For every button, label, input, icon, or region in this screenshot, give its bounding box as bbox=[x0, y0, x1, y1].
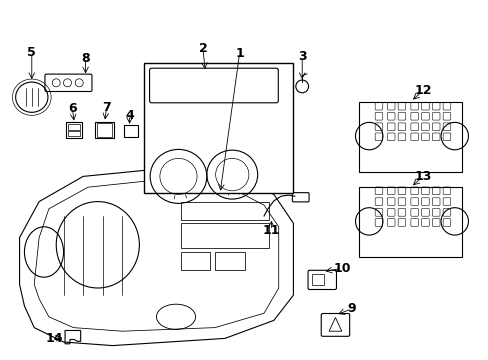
Text: 3: 3 bbox=[297, 50, 306, 63]
Text: 13: 13 bbox=[413, 170, 431, 183]
Text: 11: 11 bbox=[262, 224, 280, 237]
Bar bbox=[215, 252, 244, 270]
Text: 6: 6 bbox=[68, 102, 77, 114]
Bar bbox=[68, 124, 80, 130]
Text: 12: 12 bbox=[413, 84, 431, 97]
Text: 14: 14 bbox=[46, 332, 63, 345]
Bar bbox=[66, 122, 82, 138]
Text: 7: 7 bbox=[102, 101, 111, 114]
Text: 4: 4 bbox=[125, 109, 134, 122]
Text: 8: 8 bbox=[81, 52, 90, 65]
Text: 10: 10 bbox=[333, 262, 350, 275]
Bar bbox=[311, 274, 323, 285]
Bar bbox=[97, 123, 112, 137]
Bar bbox=[144, 63, 293, 193]
Bar bbox=[68, 131, 80, 136]
Bar bbox=[181, 252, 210, 270]
Bar bbox=[124, 125, 138, 137]
Text: 9: 9 bbox=[347, 302, 356, 315]
Text: 2: 2 bbox=[198, 42, 207, 55]
Text: 5: 5 bbox=[27, 46, 36, 59]
Bar bbox=[359, 102, 461, 172]
Bar bbox=[95, 122, 114, 138]
Bar bbox=[181, 223, 268, 248]
Text: 1: 1 bbox=[235, 47, 244, 60]
Bar bbox=[359, 187, 461, 257]
Bar bbox=[181, 202, 268, 220]
